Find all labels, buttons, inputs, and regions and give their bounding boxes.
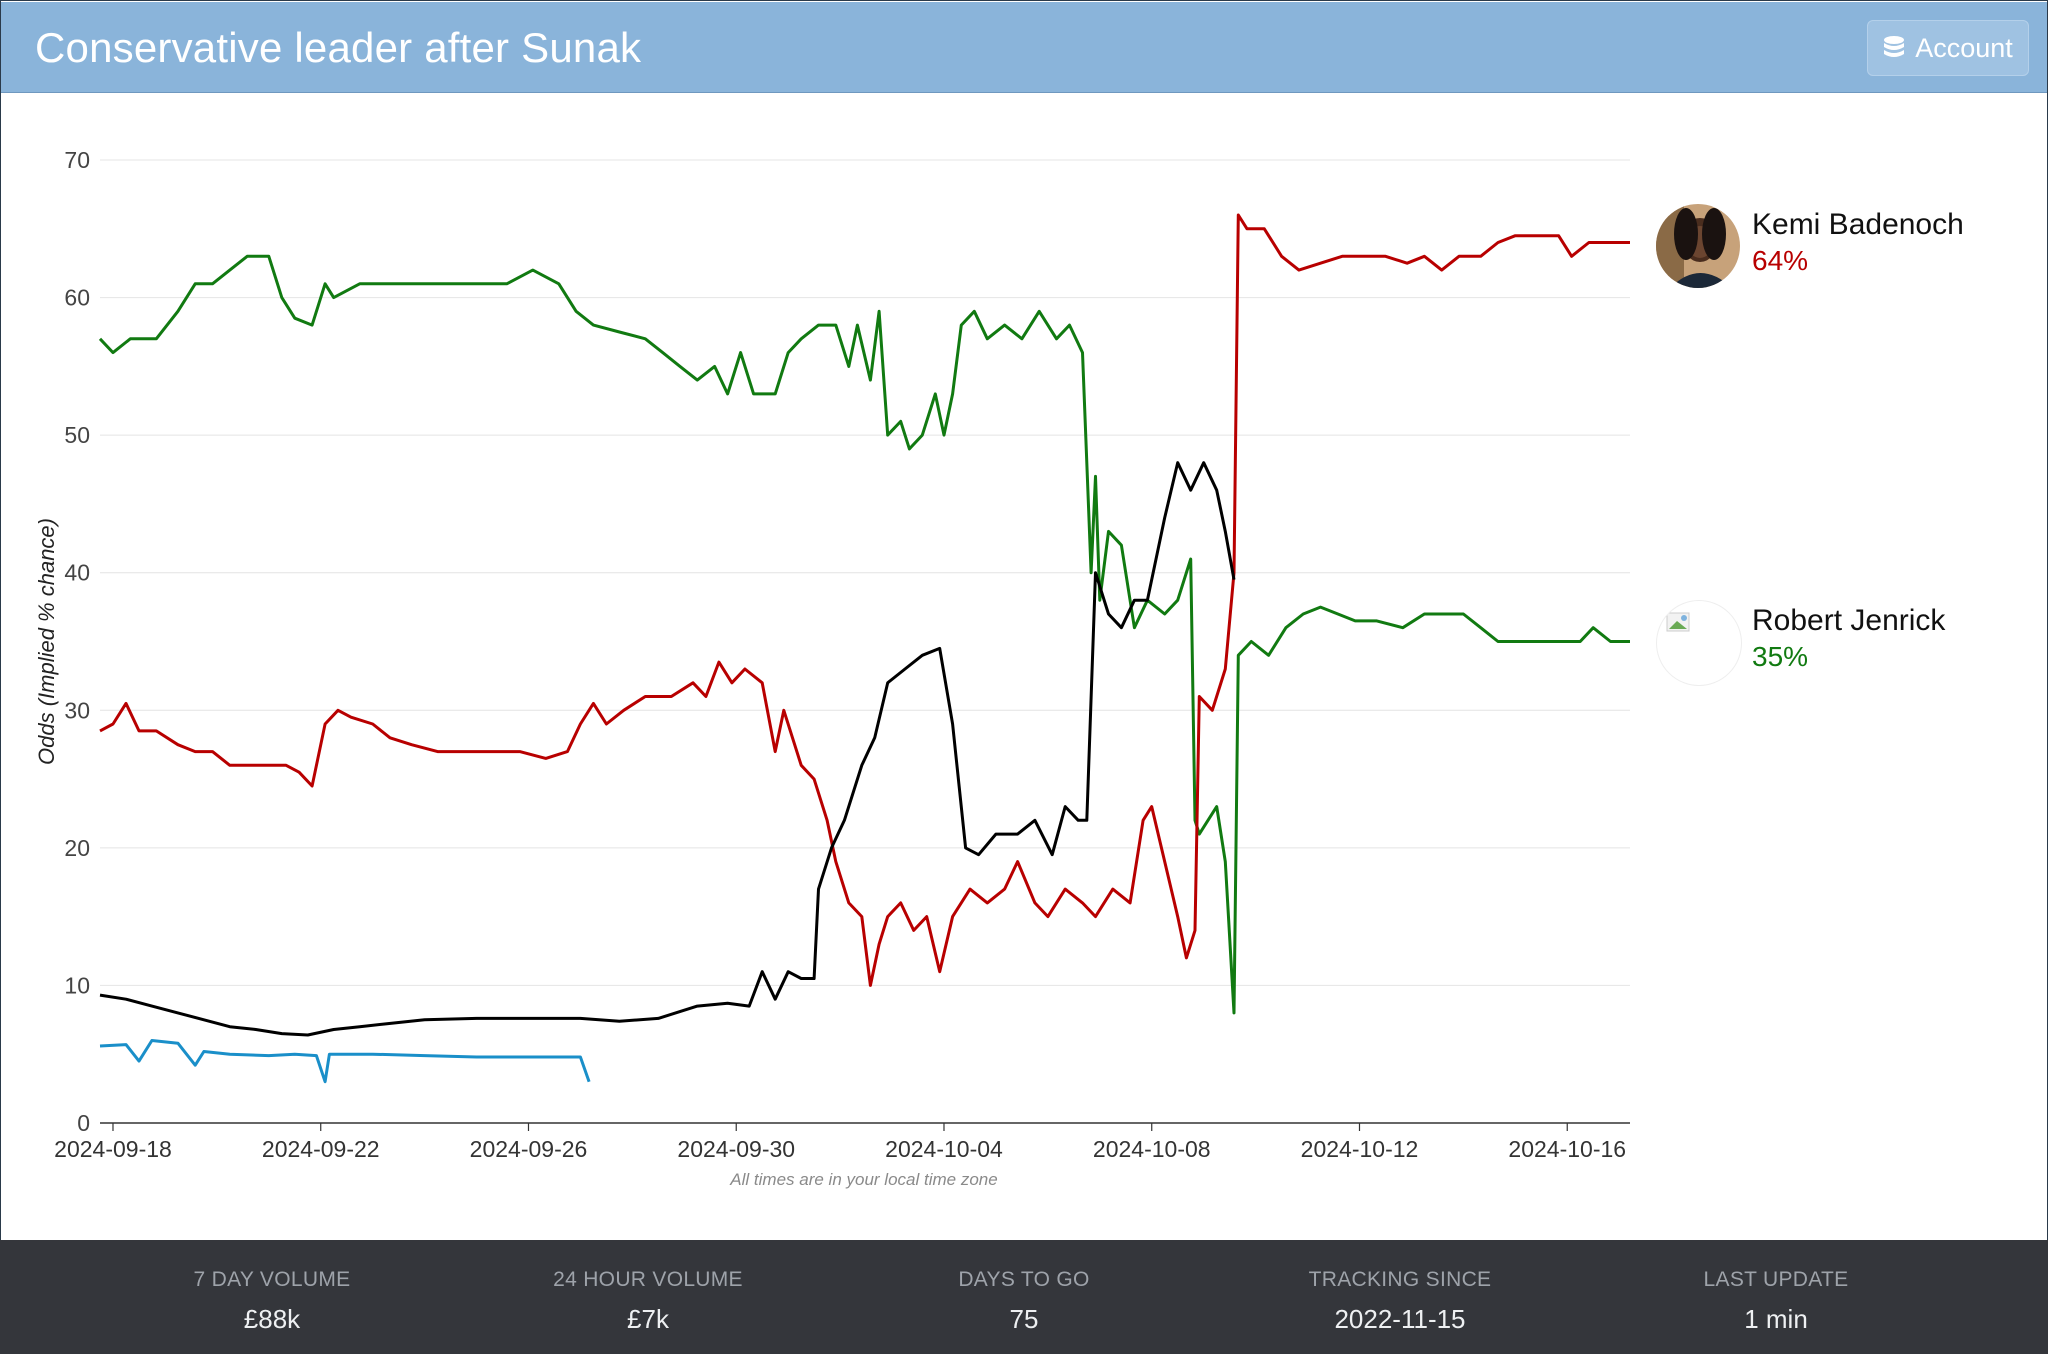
account-label: Account (1915, 32, 2013, 63)
y-axis-label: Odds (Implied % chance) (34, 518, 59, 765)
x-tick-label: 2024-10-04 (885, 1136, 1003, 1162)
x-tick-label: 2024-09-22 (262, 1136, 380, 1162)
database-icon (1883, 35, 1905, 61)
stat-value: 2022-11-15 (1334, 1304, 1466, 1334)
series-line-1 (98, 254, 1630, 1015)
y-tick-label: 10 (64, 972, 90, 998)
page-title: Conservative leader after Sunak (35, 24, 642, 71)
x-tick-label: 2024-09-26 (470, 1136, 588, 1162)
series-line-2 (99, 213, 1630, 987)
stat-24-hour-volume: 24 HOUR VOLUME £7k (468, 1268, 828, 1335)
x-tick-label: 2024-10-16 (1508, 1136, 1626, 1162)
stat-days-to-go: DAYS TO GO 75 (844, 1268, 1204, 1335)
stat-label: LAST UPDATE (1703, 1268, 1849, 1291)
stat-last-update: LAST UPDATE 1 min (1596, 1268, 1956, 1335)
candidate-name: Robert Jenrick (1752, 604, 1946, 637)
candidate-percent: 35% (1752, 641, 1809, 672)
y-tick-label: 50 (64, 422, 90, 448)
stat-label: 24 HOUR VOLUME (553, 1268, 743, 1291)
timezone-note: All times are in your local time zone (730, 1170, 998, 1189)
stat-label: TRACKING SINCE (1308, 1268, 1492, 1291)
stat-value: 1 min (1744, 1304, 1808, 1334)
stat-7-day-volume: 7 DAY VOLUME £88k (92, 1268, 452, 1335)
odds-chart: 0 10 20 30 40 50 60 70 2024-09-18 2024-09-22 2024-… (34, 147, 1630, 1162)
account-button[interactable]: Account (1867, 20, 2029, 76)
candidate-name: Kemi Badenoch (1752, 208, 1964, 241)
y-tick-label: 70 (64, 147, 90, 173)
avatar (1656, 600, 1742, 686)
stats-footer: 7 DAY VOLUME £88k 24 HOUR VOLUME £7k DAY… (0, 1240, 2048, 1354)
y-tick-label: 40 (64, 560, 90, 586)
stat-value: 75 (1009, 1304, 1039, 1334)
y-tick-label: 30 (64, 697, 90, 723)
series-line-3 (99, 461, 1236, 1037)
stat-label: 7 DAY VOLUME (193, 1268, 351, 1291)
y-tick-label: 20 (64, 835, 90, 861)
header-bar: Conservative leader after Sunak Account (1, 2, 2047, 93)
y-tick-label: 0 (77, 1110, 90, 1136)
stat-value: £88k (243, 1304, 301, 1334)
x-tick-label: 2024-10-12 (1301, 1136, 1419, 1162)
x-tick-label: 2024-09-18 (54, 1136, 172, 1162)
series-line-4 (99, 1039, 591, 1084)
stat-tracking-since: TRACKING SINCE 2022-11-15 (1220, 1268, 1580, 1335)
candidate-percent: 64% (1752, 245, 1809, 276)
stat-label: DAYS TO GO (958, 1268, 1090, 1291)
x-tick-label: 2024-10-08 (1093, 1136, 1211, 1162)
x-tick-label: 2024-09-30 (677, 1136, 795, 1162)
stat-value: £7k (627, 1304, 669, 1334)
avatar (1656, 204, 1740, 288)
y-tick-label: 60 (64, 285, 90, 311)
